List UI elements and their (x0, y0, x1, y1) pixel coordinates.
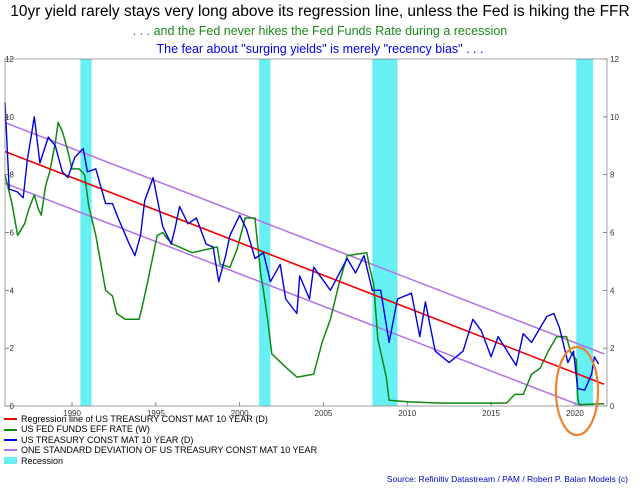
x-tick-label: 2020 (566, 409, 584, 418)
y-tick-label-left: 12 (5, 55, 14, 64)
legend-label: Recession (21, 455, 64, 466)
std-dev-lower-line (5, 182, 584, 406)
legend-swatch-std-dev (4, 449, 17, 452)
plot-frame (4, 58, 608, 407)
recession-band (259, 59, 271, 406)
regression-series (4, 150, 605, 386)
x-tick-label: 1990 (63, 409, 81, 418)
chart-title: 10yr yield rarely stays very long above … (10, 3, 630, 20)
y-tick-label-right: 4 (610, 286, 615, 295)
fed-funds-line (4, 121, 605, 406)
legend-item-treasury: US TREASURY CONST MAT 10 YEAR (D) (4, 435, 317, 445)
y-tick-label-left: 0 (10, 402, 15, 411)
std-dev-upper-line (5, 121, 605, 355)
axis-labels: 1990 1995 2000 2005 2010 2015 2020 0 0 2 2 4 4 6 6 8 8 10… (5, 55, 619, 418)
legend-item-std-dev: ONE STANDARD DEVIATION OF US TREASURY CO… (4, 445, 317, 455)
y-tick-label-left: 6 (10, 229, 15, 238)
y-tick-label-right: 2 (610, 344, 615, 353)
x-tick-label: 1995 (147, 409, 165, 418)
legend-item-fed-funds: US FED FUNDS EFF RATE (W) (4, 424, 317, 434)
recession-band (576, 59, 594, 406)
recession-band (80, 59, 92, 406)
std-deviation-bands (5, 121, 605, 406)
legend-swatch-treasury (4, 439, 17, 442)
treasury-10y-line (4, 102, 600, 391)
y-tick-label-right: 8 (610, 171, 615, 180)
regression-line (4, 150, 605, 386)
chart-subtitle-green: . . . and the Fed never hikes the Fed Fu… (132, 24, 508, 38)
legend-item-regression: Regression line of US TREASURY CONST MAT… (4, 414, 317, 424)
x-tick-label: 2005 (315, 409, 333, 418)
source-credit: Source: Refinitiv Datastream / PAM / Rob… (386, 474, 628, 484)
treasury-series (4, 102, 600, 391)
legend-swatch-recession (4, 457, 17, 465)
legend-label: US FED FUNDS EFF RATE (W) (21, 424, 150, 435)
y-tick-label-left: 4 (10, 286, 15, 295)
y-tick-label-right: 0 (610, 402, 615, 411)
y-tick-label-right: 12 (610, 55, 619, 64)
recession-shading (80, 59, 594, 406)
legend-swatch-fed-funds (4, 428, 17, 431)
x-tick-label: 2000 (231, 409, 249, 418)
y-tick-label-left: 8 (10, 171, 15, 180)
recession-band (372, 59, 398, 406)
fed-funds-series (4, 121, 605, 406)
legend-swatch-regression (4, 418, 17, 421)
y-tick-label-left: 10 (5, 113, 14, 122)
legend-label: ONE STANDARD DEVIATION OF US TREASURY CO… (21, 445, 318, 456)
legend-item-recession: Recession (4, 456, 317, 466)
legend-label: Regression line of US TREASURY CONST MAT… (21, 414, 268, 424)
highlight-circle (554, 345, 600, 437)
y-tick-label-right: 10 (610, 113, 619, 122)
x-tick-label: 2010 (398, 409, 416, 418)
legend: Regression line of US TREASURY CONST MAT… (4, 414, 317, 466)
y-tick-label-left: 2 (10, 344, 15, 353)
chart-subtitle-blue: The fear about "surging yields" is merel… (156, 42, 484, 56)
x-tick-label: 2015 (482, 409, 500, 418)
y-tick-label-right: 6 (610, 229, 615, 238)
legend-label: US TREASURY CONST MAT 10 YEAR (D) (21, 434, 194, 445)
